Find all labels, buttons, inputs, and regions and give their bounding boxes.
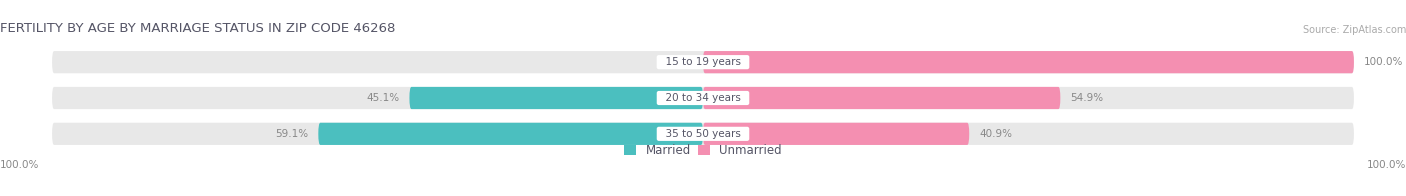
Text: 100.0%: 100.0% [0, 160, 39, 170]
FancyBboxPatch shape [409, 87, 703, 109]
Text: 20 to 34 years: 20 to 34 years [659, 93, 747, 103]
Text: 59.1%: 59.1% [276, 129, 308, 139]
FancyBboxPatch shape [703, 51, 1354, 73]
Text: 35 to 50 years: 35 to 50 years [659, 129, 747, 139]
Text: 0.0%: 0.0% [657, 57, 683, 67]
FancyBboxPatch shape [703, 123, 969, 145]
Text: 100.0%: 100.0% [1367, 160, 1406, 170]
Text: 15 to 19 years: 15 to 19 years [659, 57, 747, 67]
Text: 54.9%: 54.9% [1070, 93, 1104, 103]
Text: 40.9%: 40.9% [979, 129, 1012, 139]
Text: 100.0%: 100.0% [1364, 57, 1403, 67]
FancyBboxPatch shape [318, 123, 703, 145]
Text: FERTILITY BY AGE BY MARRIAGE STATUS IN ZIP CODE 46268: FERTILITY BY AGE BY MARRIAGE STATUS IN Z… [0, 22, 395, 34]
Text: Source: ZipAtlas.com: Source: ZipAtlas.com [1302, 24, 1406, 34]
Legend: Married, Unmarried: Married, Unmarried [624, 144, 782, 157]
FancyBboxPatch shape [52, 87, 1354, 109]
FancyBboxPatch shape [52, 123, 1354, 145]
FancyBboxPatch shape [703, 87, 1060, 109]
FancyBboxPatch shape [52, 51, 1354, 73]
Text: 45.1%: 45.1% [367, 93, 399, 103]
